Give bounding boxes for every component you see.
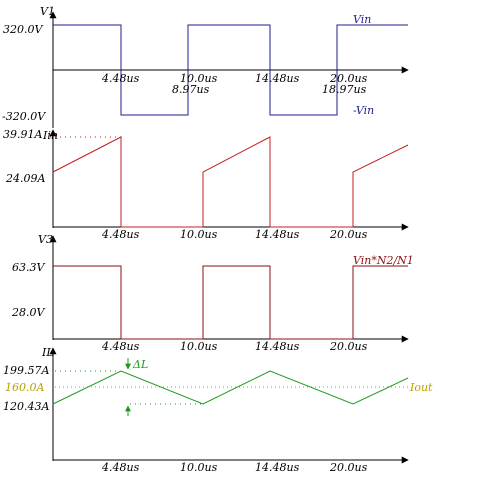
v3-trace-label: Vin*N2/N1 [353,254,414,267]
v1-axis-name: V1 [40,5,55,18]
v3-trace [53,265,408,340]
iin-y-top-label: 39.91A [3,128,42,141]
iin-time-label-4: 20.0us [329,228,368,241]
il-delta-label: ΔL [132,358,148,371]
v3-time-label-4: 20.0us [329,340,368,353]
v1-time-label-6: 18.97us [322,83,367,96]
v1-y-bottom-label: -320.0V [2,110,46,123]
v3-time-label-1: 4.48us [101,340,140,353]
v3-axis-name: V3 [38,233,53,246]
panel-iin: Iin 39.91A 24.09A 4.48us 10.0us 14.48us … [3,128,409,241]
il-iout-label: Iout [409,381,433,394]
iin-y-mid-label: 24.09A [5,172,45,185]
v1-time-label-1: 4.48us [101,72,140,85]
il-time-label-3: 14.48us [255,461,300,474]
v3-y-mid-label: 28.0V [11,306,45,319]
v1-time-label-3: 14.48us [255,72,300,85]
v1-vin-label: Vin [353,13,371,26]
iin-trace [52,136,409,228]
il-axis-name: IL [41,346,54,359]
v1-time-label-4: 20.0us [329,72,368,85]
panel-v1: V1 320.0V -320.0V Vin -Vin 4.48us 10.0us… [2,5,409,128]
il-trace [52,370,409,405]
v1-trace [53,24,408,116]
v1-neg-vin-label: -Vin [353,104,374,117]
iin-time-label-3: 14.48us [255,228,300,241]
panel-v3: V3 63.3V 28.0V Vin*N2/N1 4.48us 10.0us 1… [11,233,414,353]
il-y-top-label: 199.57A [3,364,49,377]
v1-time-label-5: 8.97us [172,83,210,96]
v1-y-top-label: 320.0V [3,23,43,36]
il-time-label-2: 10.0us [180,461,218,474]
iin-axis-name: Iin [42,129,58,142]
v3-time-label-2: 10.0us [180,340,218,353]
panel-il: IL 199.57A 160.0A 120.43A ΔL Iout 4.48us… [3,346,433,474]
il-y-bottom-label: 120.43A [3,400,49,413]
iin-time-label-2: 10.0us [180,228,218,241]
il-time-label-1: 4.48us [101,461,140,474]
il-time-label-4: 20.0us [329,461,368,474]
v1-time-label-2: 10.0us [180,72,218,85]
v3-time-label-3: 14.48us [255,340,300,353]
il-y-mid-label: 160.0A [5,381,44,394]
v3-y-top-label: 63.3V [12,261,45,274]
iin-time-label-1: 4.48us [101,228,140,241]
